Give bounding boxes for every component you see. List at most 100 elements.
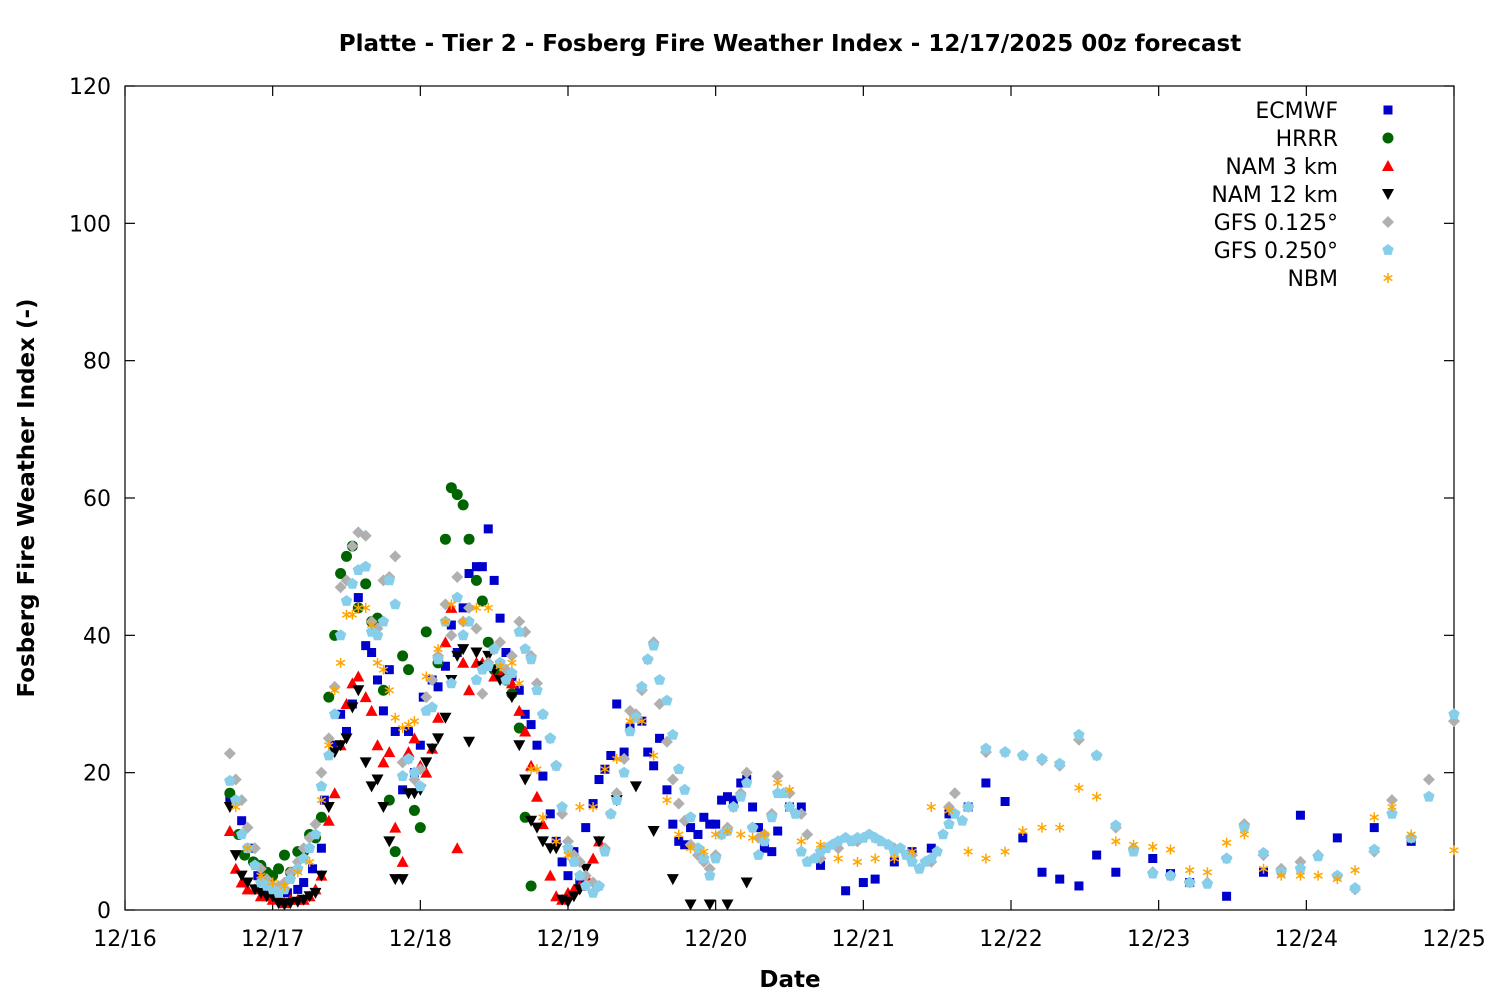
data-point-nbm [551, 836, 561, 847]
data-point-gfs-0-250 [1201, 877, 1214, 889]
data-point-nbm [390, 712, 400, 723]
data-point-ecmwf [619, 747, 629, 757]
data-point-nam-3-km [513, 704, 526, 716]
data-point-hrrr [397, 650, 409, 662]
data-point-hrrr [476, 595, 488, 607]
data-point-hrrr [278, 849, 290, 861]
data-point-hrrr [408, 804, 420, 816]
y-axis-label: Fosberg Fire Weather Index (-) [14, 298, 40, 697]
data-point-gfs-0-250 [931, 845, 943, 857]
data-point-gfs-0-250 [653, 674, 666, 685]
data-point-nbm [446, 599, 457, 610]
data-point-ecmwf [433, 682, 443, 692]
data-point-gfs-0-125 [334, 581, 347, 594]
data-point-gfs-0-125 [359, 529, 372, 542]
data-point-gfs-0-125 [672, 797, 685, 810]
x-tick-label: 12/23 [1127, 927, 1190, 952]
data-point-nbm [575, 802, 585, 812]
data-point-hrrr [525, 880, 537, 892]
data-point-ecmwf [870, 874, 880, 884]
data-point-ecmwf [342, 726, 351, 736]
data-point-gfs-0-125 [470, 622, 483, 635]
x-axis: 12/16 12/17 12/18 12/19 12/20 12/21 12/22 12/23… [93, 86, 1486, 952]
data-point-nam-3-km [365, 704, 378, 716]
data-point-gfs-0-250 [470, 674, 483, 685]
data-point-ecmwf [1000, 797, 1010, 807]
data-point-nam-12-km [463, 736, 476, 748]
y-tick-label: 120 [69, 75, 111, 100]
data-point-nam-3-km [371, 739, 384, 751]
legend-marker-gfs-0-250 [1382, 244, 1394, 255]
data-point-gfs-0-250 [1368, 843, 1380, 855]
data-point-gfs-0-250 [224, 774, 236, 786]
data-point-gfs-0-125 [618, 752, 631, 765]
data-point-nam-3-km [420, 766, 433, 778]
data-point-gfs-0-250 [605, 807, 617, 819]
data-point-nam-12-km [346, 702, 359, 714]
data-point-ecmwf [464, 569, 474, 579]
data-point-nam-3-km [432, 711, 445, 723]
data-point-nbm [625, 716, 635, 727]
data-point-ecmwf [655, 733, 665, 743]
data-point-nbm [1074, 782, 1084, 793]
data-point-ecmwf [330, 740, 340, 750]
data-point-nbm [685, 843, 696, 854]
legend-marker-hrrr [1382, 132, 1394, 144]
x-tick-label: 12/17 [241, 927, 304, 952]
data-point-ecmwf [649, 761, 659, 771]
data-point-ecmwf [1018, 833, 1028, 843]
data-point-nam-12-km [297, 894, 310, 906]
data-point-ecmwf [446, 620, 456, 630]
data-point-ecmwf [563, 871, 573, 881]
data-point-gfs-0-250 [789, 807, 802, 819]
data-point-gfs-0-250 [746, 821, 759, 833]
data-point-ecmwf [477, 562, 487, 572]
data-point-nbm [1202, 867, 1213, 878]
data-point-nbm [784, 784, 795, 795]
data-point-gfs-0-125 [426, 673, 439, 686]
data-point-gfs-0-125 [703, 862, 716, 875]
data-point-nbm [815, 839, 826, 850]
data-point-nbm [347, 609, 358, 620]
data-point-gfs-0-250 [758, 835, 771, 847]
data-point-ecmwf [1222, 891, 1232, 901]
data-point-nbm [710, 829, 721, 840]
data-point-nbm [293, 867, 303, 878]
data-point-nbm [483, 602, 493, 613]
data-point-gfs-0-250 [1127, 845, 1140, 857]
data-point-nam-12-km [593, 836, 606, 848]
data-point-nbm [341, 609, 352, 620]
data-point-ecmwf [736, 778, 746, 788]
series-nbm [231, 599, 1459, 891]
data-point-ecmwf [514, 685, 524, 695]
data-point-nbm [1369, 812, 1379, 823]
data-point-nam-12-km [470, 647, 483, 659]
data-point-nbm [1350, 865, 1360, 876]
data-point-nbm [759, 829, 770, 840]
data-point-gfs-0-250 [531, 684, 543, 696]
data-point-gfs-0-250 [230, 794, 242, 805]
data-point-gfs-0-250 [402, 752, 415, 764]
data-point-nam-12-km [525, 815, 538, 827]
data-point-nbm [1276, 870, 1286, 881]
data-point-nam-12-km [666, 874, 679, 886]
data-point-gfs-0-125 [530, 677, 543, 690]
data-point-gfs-0-250 [519, 643, 531, 654]
data-point-nam-12-km [365, 781, 378, 793]
data-point-nam-12-km [420, 757, 433, 769]
data-point-nam-3-km [359, 691, 372, 703]
data-point-ecmwf [373, 675, 383, 685]
data-point-nbm [1000, 846, 1010, 857]
data-point-nam-12-km [451, 650, 464, 662]
data-point-nbm [316, 795, 327, 806]
data-point-nam-12-km [721, 899, 734, 911]
data-point-nam-3-km [322, 814, 335, 826]
data-point-gfs-0-250 [1257, 847, 1270, 858]
data-point-ecmwf [1055, 874, 1065, 884]
data-point-gfs-0-125 [322, 732, 335, 745]
data-point-nbm [458, 616, 468, 627]
data-point-nbm [1111, 836, 1121, 847]
data-point-nbm [588, 802, 598, 812]
data-point-nbm [926, 802, 936, 812]
